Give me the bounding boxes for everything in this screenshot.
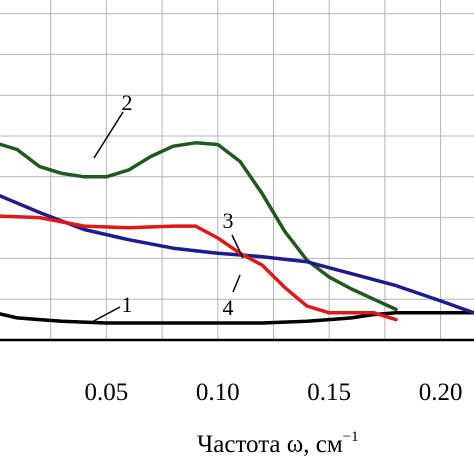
curve-label-leader <box>89 306 121 324</box>
x-tick-label: 0.20 <box>419 379 463 406</box>
curve-label-4: 4 <box>223 295 234 320</box>
curve-label-leader <box>93 111 124 159</box>
curve-label-1: 1 <box>122 292 133 317</box>
series-line-1 <box>0 311 474 325</box>
x-tick-label: 0.10 <box>196 379 240 406</box>
series-line-3 <box>0 193 474 315</box>
curve-label-leader <box>231 234 244 259</box>
series-group <box>0 141 474 325</box>
series-line-4 <box>0 214 398 322</box>
curve-label-2: 2 <box>122 90 133 115</box>
x-axis: 0.05 0.10 0.15 0.20 <box>0 338 474 406</box>
curve-label-3: 3 <box>223 208 234 233</box>
x-tick-label: 0.05 <box>85 379 129 406</box>
curve-labels: 1 2 3 4 <box>89 90 244 324</box>
x-tick-label: 0.15 <box>307 379 351 406</box>
series-line-2 <box>0 141 398 312</box>
curve-label-leader <box>232 274 241 293</box>
x-axis-title: Частота ω, см−1 <box>197 429 359 458</box>
